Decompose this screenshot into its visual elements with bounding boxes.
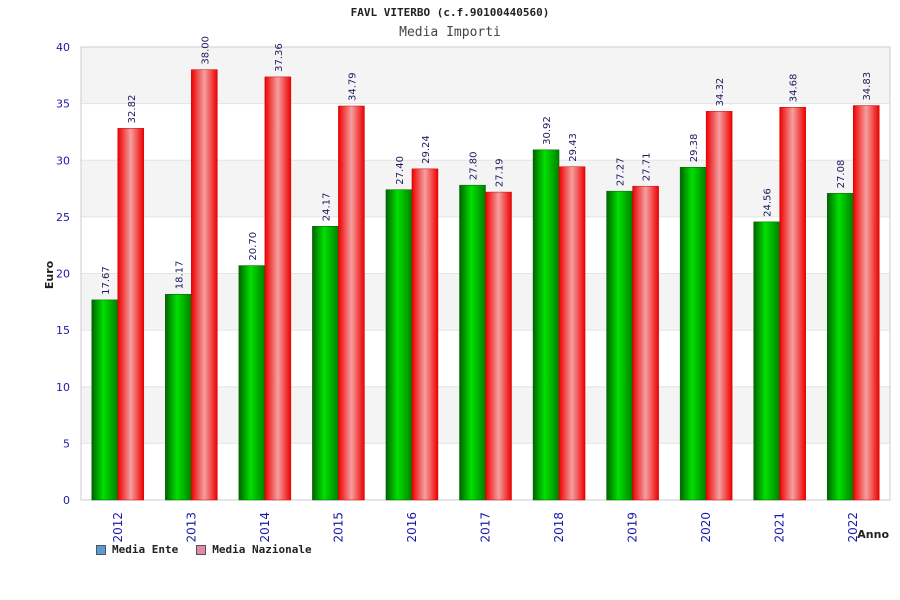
data-label: 34.79 [347,72,358,101]
bar-media-nazionale-2015 [338,105,365,501]
data-label: 27.19 [495,158,506,187]
x-tick-label: 2014 [258,512,272,543]
y-tick-label: 15 [56,324,70,337]
legend-swatch-media-nazionale [196,544,207,555]
bar-media-nazionale-2018 [558,166,586,501]
bar-media-nazionale-2016 [411,168,439,501]
y-tick-label: 5 [63,437,70,450]
bar-media-ente-2021 [753,221,780,501]
x-tick-label: 2016 [405,512,419,543]
data-label: 30.92 [542,116,553,145]
data-label: 38.00 [200,36,211,65]
legend-item-media-nazionale: Media Nazionale [196,543,312,556]
data-label: 27.40 [395,156,406,185]
y-tick-label: 35 [56,98,70,111]
x-tick-label: 2020 [699,512,713,543]
x-tick-label: 2018 [552,512,566,543]
y-tick-label: 0 [63,494,70,507]
chart-title: FAVL VITERBO (c.f.90100440560) [350,6,550,19]
x-tick-label: 2013 [184,512,198,543]
legend-label-media-ente: Media Ente [112,543,179,556]
data-label: 32.82 [127,95,138,124]
data-label: 24.17 [321,193,332,222]
x-tick-label: 2022 [846,512,860,543]
bar-media-nazionale-2014 [264,76,292,501]
data-label: 34.68 [789,74,800,103]
bar-media-ente-2019 [606,190,633,501]
data-label: 34.83 [862,72,873,101]
data-label: 27.71 [642,153,653,182]
data-label: 27.08 [836,160,847,189]
bar-media-ente-2014 [238,265,266,501]
chart-subtitle: Media Importi [399,25,501,40]
bar-media-nazionale-2020 [705,111,733,501]
bar-media-ente-2015 [312,226,339,501]
bar-media-ente-2017 [459,184,486,501]
bar-media-ente-2016 [385,189,413,501]
x-tick-label: 2015 [331,512,345,543]
legend-swatch-media-ente [96,544,106,555]
y-axis-label: Euro [43,260,56,289]
bar-media-nazionale-2012 [117,128,145,501]
data-label: 34.32 [715,78,726,107]
legend: Media Ente Media Nazionale [96,543,312,556]
data-label: 17.67 [101,266,112,295]
bar-media-ente-2020 [679,167,707,501]
bar-media-ente-2022 [826,193,854,501]
data-label: 27.27 [616,158,627,187]
x-axis-label: Anno [857,528,889,541]
data-label: 18.17 [174,261,185,290]
bar-media-nazionale-2019 [632,185,659,501]
data-label: 29.43 [568,133,579,162]
x-tick-label: 2012 [111,512,125,543]
y-tick-label: 20 [56,268,70,281]
x-tick-label: 2019 [626,512,640,543]
y-tick-label: 25 [56,211,70,224]
legend-item-media-ente: Media Ente [96,543,178,556]
data-label: 37.36 [274,43,285,72]
x-tick-label: 2017 [479,512,493,543]
bar-media-nazionale-2013 [191,69,218,501]
y-tick-label: 40 [56,41,70,54]
data-label: 24.56 [763,188,774,217]
data-label: 20.70 [248,232,259,261]
legend-label-media-nazionale: Media Nazionale [212,543,312,556]
bar-media-nazionale-2017 [485,191,512,501]
bar-media-nazionale-2022 [852,105,880,501]
x-tick-label: 2021 [773,512,787,543]
data-label: 27.80 [469,152,480,181]
bar-media-ente-2013 [165,293,192,501]
y-tick-label: 10 [56,381,70,394]
y-tick-label: 30 [56,154,70,167]
data-label: 29.38 [689,134,700,163]
bar-media-nazionale-2021 [779,106,806,501]
bar-media-ente-2018 [532,149,560,501]
bar-media-ente-2012 [91,299,119,501]
data-label: 29.24 [421,135,432,164]
